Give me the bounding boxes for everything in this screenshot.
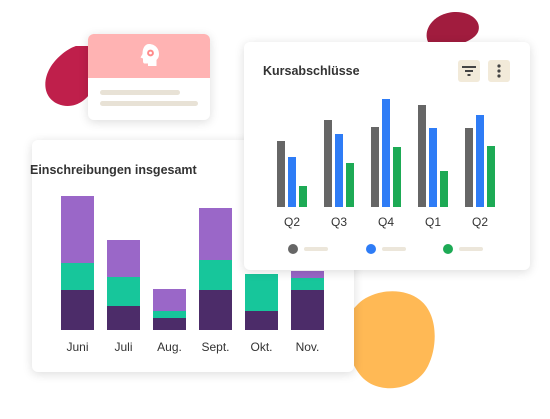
enrollment-bar-segment: [199, 260, 232, 290]
enrollment-bar-segment: [199, 290, 232, 330]
filter-button[interactable]: [458, 60, 480, 82]
course-bar: [371, 127, 379, 207]
enrollment-category-label: Aug.: [157, 340, 182, 354]
course-bar: [288, 157, 296, 207]
red-blob-right: [426, 12, 479, 48]
more-vertical-icon: [497, 64, 501, 78]
course-bar: [277, 141, 285, 207]
course-completions-title: Kursabschlüsse: [263, 64, 360, 78]
profile-card: [88, 34, 210, 120]
yellow-blob: [343, 291, 435, 389]
enrollment-bar-segment: [61, 263, 94, 290]
course-bar: [324, 120, 332, 207]
course-bar: [335, 134, 343, 207]
filter-icon: [462, 66, 476, 76]
course-bar: [346, 163, 354, 207]
enrollment-bar-segment: [199, 208, 232, 260]
course-bar: [393, 147, 401, 207]
enrollment-category-label: Nov.: [296, 340, 320, 354]
course-bar: [299, 186, 307, 207]
enrollment-bar-segment: [153, 289, 186, 311]
legend-label-placeholder: [459, 247, 483, 251]
user-gear-icon: [140, 44, 159, 66]
enrollment-category-label: Sept.: [201, 340, 229, 354]
course-category-label: Q1: [425, 215, 441, 229]
enrollment-chart-title: Einschreibungen insgesamt: [30, 163, 197, 177]
legend-marker: [443, 244, 453, 254]
enrollment-bar-segment: [153, 311, 186, 318]
enrollment-bar-segment: [107, 240, 140, 277]
enrollment-category-label: Juni: [66, 340, 88, 354]
course-category-label: Q2: [472, 215, 488, 229]
enrollment-category-label: Juli: [114, 340, 132, 354]
enrollment-bar-segment: [291, 290, 324, 330]
enrollment-bar-segment: [153, 318, 186, 330]
legend-label-placeholder: [304, 247, 328, 251]
course-bar: [440, 171, 448, 207]
text-placeholder-line: [100, 90, 180, 95]
enrollment-bar-segment: [245, 311, 278, 330]
course-completions-bar-chart: Q2 Q3 Q4 Q1 Q2: [277, 99, 495, 254]
legend-marker: [288, 244, 298, 254]
course-bar: [382, 99, 390, 207]
legend-marker: [366, 244, 376, 254]
enrollment-stacked-bar-chart: Juni Juli Aug. Sept. Okt. Nov.: [61, 196, 324, 354]
course-bar: [418, 105, 426, 207]
course-bar: [429, 128, 437, 207]
enrollment-bar-segment: [61, 290, 94, 330]
enrollment-bar-segment: [61, 196, 94, 263]
enrollment-bar-segment: [245, 274, 278, 311]
profile-card-header: [88, 34, 210, 78]
more-options-button[interactable]: [488, 60, 510, 82]
course-bar: [487, 146, 495, 207]
enrollment-bar-segment: [291, 271, 324, 278]
course-category-label: Q2: [284, 215, 300, 229]
enrollment-bar-segment: [291, 278, 324, 290]
enrollment-category-label: Okt.: [250, 340, 272, 354]
course-bar: [476, 115, 484, 207]
enrollment-bar-segment: [107, 277, 140, 306]
legend-label-placeholder: [382, 247, 406, 251]
course-bar: [465, 128, 473, 207]
red-blob-left: [45, 46, 99, 106]
course-category-label: Q4: [378, 215, 394, 229]
course-category-label: Q3: [331, 215, 347, 229]
text-placeholder-line: [100, 101, 198, 106]
enrollment-bar-segment: [107, 306, 140, 330]
